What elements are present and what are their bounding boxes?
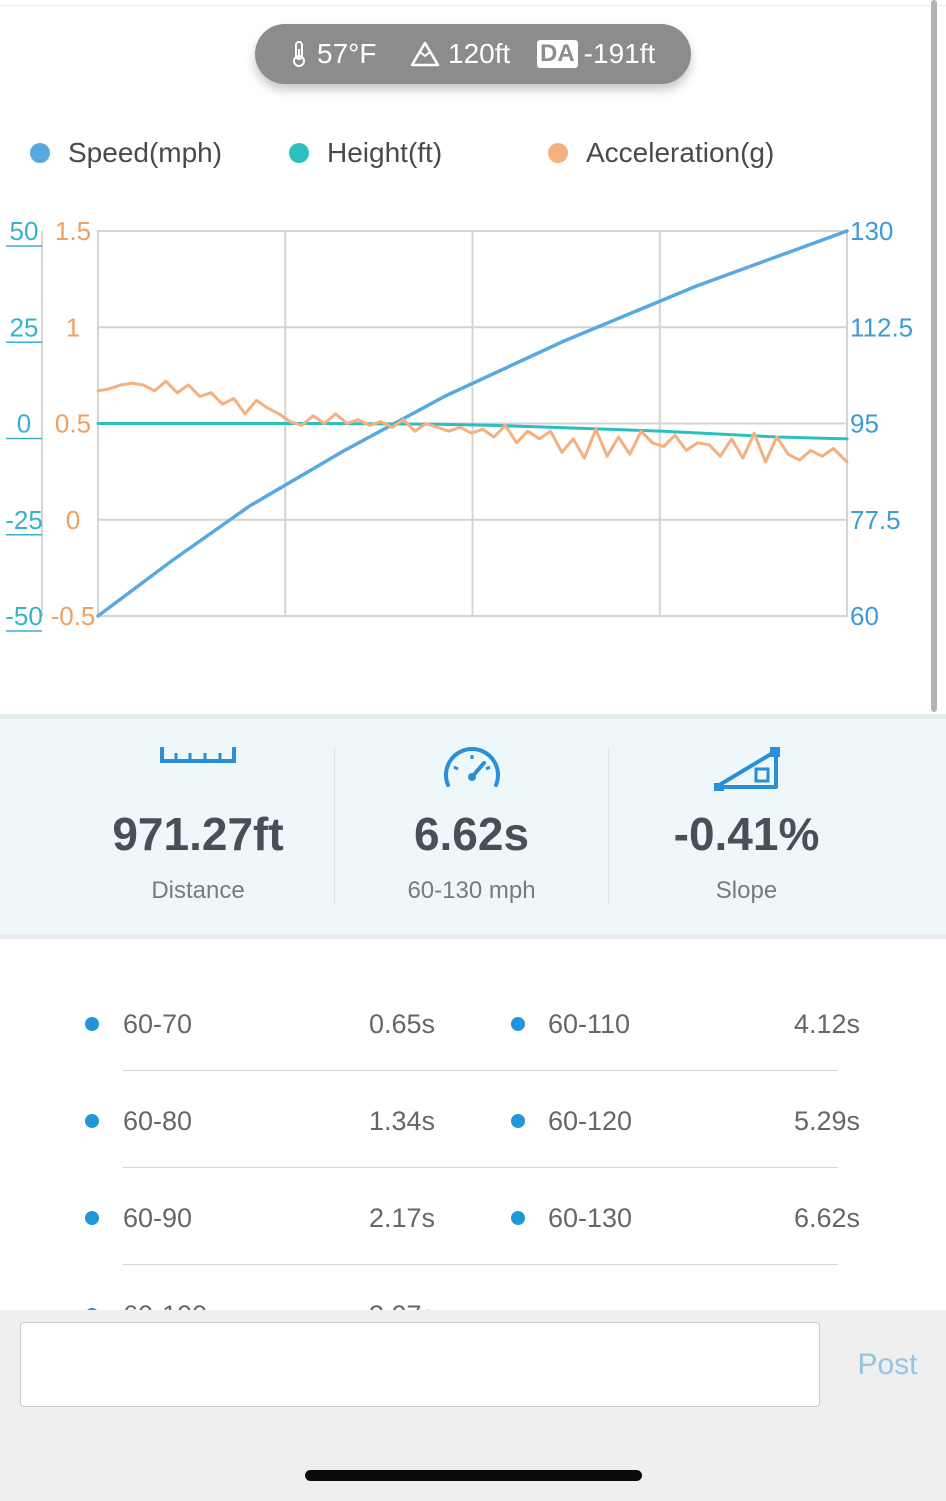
stat-slope: -0.41% Slope — [609, 719, 884, 934]
legend-speed-label: Speed(mph) — [68, 137, 223, 168]
split-range: 60-120 — [548, 1105, 633, 1136]
mountain-icon — [410, 41, 440, 67]
stat-distance: 971.27ft Distance — [62, 719, 334, 934]
acceleration-axis-tick-label: 1 — [66, 312, 80, 342]
split-row-divider — [123, 1167, 838, 1168]
acceleration-axis-tick-label: 1.5 — [55, 216, 91, 246]
elevation-value: 120ft — [448, 38, 511, 69]
height-axis-tick-label: 25 — [10, 312, 39, 342]
elevation-group: 120ft — [410, 24, 510, 84]
stat-separator — [608, 747, 609, 903]
split-time: 0.65s — [368, 1008, 435, 1039]
comment-bar: Post — [0, 1310, 946, 1501]
split-time: 6.62s — [793, 1202, 860, 1233]
stats-divider-bottom — [0, 934, 946, 939]
speed-axis-tick-label: 60 — [850, 601, 879, 631]
acceleration-axis-tick-label: 0 — [66, 505, 80, 535]
split-dot-icon — [85, 1114, 99, 1128]
split-range: 60-80 — [123, 1105, 193, 1136]
split-times-list: 60-70 0.65s 60-110 4.12s 60-80 1.34s 60-… — [0, 990, 946, 1310]
split-dot-icon — [85, 1017, 99, 1031]
split-range: 60-90 — [123, 1202, 193, 1233]
height-axis-tick-label: 0 — [17, 409, 31, 439]
distance-value: 971.27ft — [112, 808, 284, 860]
split-row-divider — [123, 1070, 838, 1071]
slope-label: Slope — [715, 877, 778, 904]
speedometer-icon — [442, 745, 502, 794]
acceleration-axis-tick-label: -0.5 — [51, 601, 96, 631]
speed-axis-tick-label: 95 — [850, 409, 879, 439]
height-axis-tick-label: -25 — [5, 505, 43, 535]
acceleration-dot-icon — [548, 143, 568, 163]
density-altitude-group: DA -191ft — [537, 24, 655, 84]
split-dot-icon — [511, 1114, 525, 1128]
temperature-group: 57°F — [291, 24, 376, 84]
split-dot-icon — [85, 1308, 99, 1310]
legend-acceleration[interactable]: Acceleration(g) — [548, 130, 774, 176]
split-range: 60-100 — [123, 1285, 207, 1311]
speed-axis-tick-label: 130 — [850, 216, 893, 246]
split-range: 60-130 — [548, 1202, 633, 1233]
height-series-line — [96, 422, 849, 441]
split-time: 4.12s — [793, 1008, 860, 1039]
post-button[interactable]: Post — [840, 1322, 935, 1407]
speed-dot-icon — [30, 143, 50, 163]
acceleration-axis-tick-label: 0.5 — [55, 409, 91, 439]
split-range: 60-110 — [548, 1008, 631, 1039]
slope-icon — [712, 745, 782, 796]
split-dot-icon — [511, 1017, 525, 1031]
scrollbar[interactable] — [931, 0, 937, 712]
split-row-divider — [123, 1264, 838, 1265]
speed-axis-tick-label: 112.5 — [850, 312, 913, 342]
time-label: 60-130 mph — [407, 877, 536, 904]
legend-speed[interactable]: Speed(mph) — [30, 130, 222, 176]
thermometer-icon — [291, 40, 307, 68]
time-value: 6.62s — [413, 808, 530, 860]
stat-time: 6.62s 60-130 mph — [335, 719, 608, 934]
slope-value: -0.41% — [673, 808, 820, 860]
speed-axis-tick-label: 77.5 — [850, 505, 901, 535]
height-dot-icon — [289, 143, 309, 163]
density-altitude-badge: DA — [537, 40, 578, 68]
summary-stats: 971.27ft Distance 6.62s 60-130 mph — [0, 719, 946, 934]
comment-input[interactable] — [20, 1322, 820, 1407]
chart-legend: Speed(mph) Height(ft) Acceleration(g) — [0, 130, 946, 176]
speed-height-acceleration-chart[interactable]: 50 25 0 -25 -50 1.5 1 0.5 0 -0.5 130 112.5 95 77.5 60 — [0, 195, 946, 635]
distance-label: Distance — [151, 877, 245, 904]
ruler-icon — [160, 745, 236, 770]
split-time: 1.34s — [368, 1105, 435, 1136]
split-range: 60-70 — [123, 1008, 193, 1039]
stat-separator — [334, 747, 335, 903]
split-time: 5.29s — [793, 1105, 860, 1136]
chart-series — [96, 229, 849, 618]
density-altitude-value: -191ft — [583, 38, 656, 69]
split-time: 3.07s — [300, 1285, 435, 1311]
legend-height-label: Height(ft) — [327, 137, 443, 168]
stats-divider-top — [0, 714, 946, 719]
home-indicator[interactable] — [305, 1470, 642, 1481]
split-dot-icon — [511, 1211, 525, 1225]
temperature-value: 57°F — [317, 38, 377, 69]
height-axis-tick-label: -50 — [5, 601, 43, 631]
split-time: 2.17s — [368, 1202, 435, 1233]
acceleration-series-line — [96, 379, 849, 464]
chart-axes: 50 25 0 -25 -50 1.5 1 0.5 0 -0.5 130 112.5 95 77.5 60 — [5, 216, 913, 632]
top-edge — [0, 0, 946, 6]
split-dot-icon — [85, 1211, 99, 1225]
legend-height[interactable]: Height(ft) — [289, 130, 442, 176]
weather-conditions-pill: 57°F 120ft DA -191ft — [255, 24, 691, 84]
legend-acceleration-label: Acceleration(g) — [586, 137, 775, 168]
height-axis-tick-label: 50 — [10, 216, 39, 246]
